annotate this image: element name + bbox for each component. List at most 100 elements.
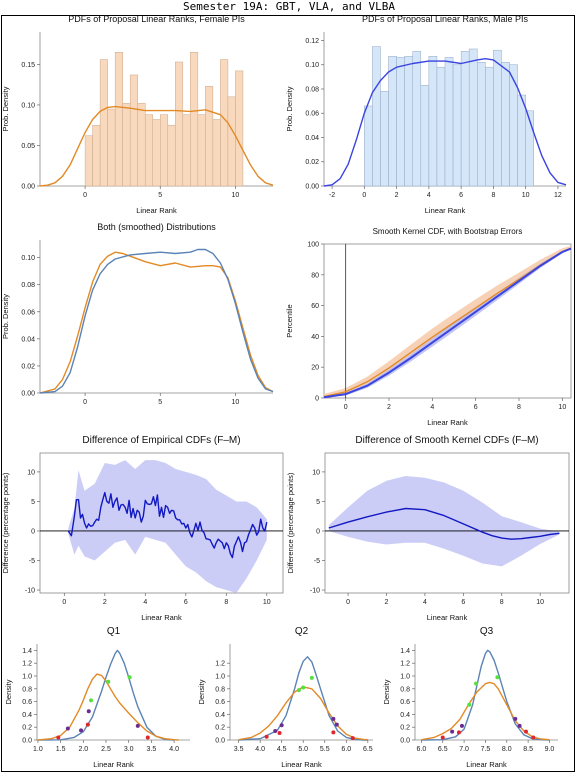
figure-frame [1,15,575,772]
histogram-bar [364,105,373,187]
histogram-bar [152,119,161,187]
series-line-0 [328,507,560,540]
histogram-bar [428,56,438,187]
histogram-bar [525,110,534,187]
x-tick-label: 2 [387,404,391,411]
histogram-bar [460,51,470,187]
marker-point [440,735,445,740]
y-tick-label: 0.2 [22,725,32,732]
x-tick-label: 6 [461,599,465,606]
plot-frame [324,452,570,594]
series-line-1 [39,248,274,394]
y-tick-label: 1.0 [400,674,410,681]
y-tick-label: 1.0 [22,674,32,681]
y-tick-label: 1.2 [22,661,32,668]
histogram-bar [160,114,169,187]
y-tick-label: 0.2 [215,725,225,732]
histogram-bar [167,124,176,187]
y-tick-label: 0.15 [21,62,35,69]
x-tick-label: 4 [423,599,427,606]
chart-female-hist: 0 5 10 0.00 0.05 0.10 0.15 PDFs of Proposal Lin… [1,14,274,215]
x-tick-label: 10 [232,399,240,406]
y-tick-label: -10 [25,588,35,595]
x-tick-label: 5 [158,192,162,199]
x-tick-label: 6.5 [363,746,373,753]
x-axis-label: Linear Rank [93,760,134,769]
marker-point [531,735,536,740]
y-axis-label: Density [197,679,206,704]
series-line-0 [421,649,550,741]
marker-point [127,675,132,680]
histogram-bar [436,66,446,187]
x-tick-label: 4.0 [169,746,179,753]
y-tick-label: 0.2 [400,725,410,732]
histogram-bar [175,61,184,187]
y-tick-label: 0.8 [400,686,410,693]
y-tick-label: 0 [316,528,320,535]
marker-point [279,723,284,728]
histogram-bar [114,52,123,187]
y-tick-label: 0.8 [22,686,32,693]
y-tick-label: 1.4 [400,648,410,655]
marker-point [350,736,355,741]
x-tick-label: 3.0 [124,746,134,753]
x-axis-label: Linear Rank [141,613,182,622]
series-line-0 [323,58,567,187]
y-tick-label: -5 [314,558,320,565]
x-tick-label: 2 [385,599,389,606]
x-axis-label: Linear Rank [425,206,466,215]
series-line-0 [67,491,268,559]
marker-point [56,735,61,740]
marker-point [264,734,269,739]
x-tick-label: 4 [143,599,147,606]
x-tick-label: 5.0 [298,746,308,753]
y-tick-label: 1.0 [215,674,225,681]
histogram-bar [388,56,397,187]
histogram-bar [396,57,405,187]
histogram-bar [137,103,146,187]
x-tick-label: 9.0 [545,746,555,753]
histogram-bar [493,49,502,187]
y-tick-label: 0.04 [21,336,35,343]
x-tick-label: 3.5 [147,746,157,753]
histogram-bar [205,86,214,187]
y-tick-label: 10 [27,469,35,476]
error-band [68,460,267,593]
series-line-1 [421,681,550,741]
y-tick-label: 0.06 [21,309,35,316]
marker-point [331,716,336,721]
chart-title: Difference of Empirical CDFs (F–M) [82,435,240,446]
chart-title: PDFs of Proposal Linear Ranks, Female PI… [68,14,245,24]
page-title: Semester 19A: GBT, VLA, and VLBA [183,0,395,13]
x-tick-label: 2 [395,192,399,199]
histogram-bar [212,119,221,187]
chart-q1: 1.0 1.5 2.0 2.5 3.0 3.5 4.0 0.0 0.2 0.4 0.6 0.8 1.0 1… [4,626,190,769]
y-tick-label: 0.12 [305,38,319,45]
series-line-0 [39,251,274,394]
histogram-bar [501,62,510,187]
x-tick-label: 4 [430,404,434,411]
y-axis-label: Density [4,679,13,704]
y-tick-label: 0.08 [305,86,319,93]
y-tick-label: 0.00 [21,184,35,191]
x-tick-label: 8 [224,599,228,606]
marker-point [301,685,306,690]
y-tick-label: 0.10 [305,62,319,69]
y-tick-label: 0.4 [400,712,410,719]
x-tick-label: 0 [83,399,87,406]
marker-point [467,702,472,707]
marker-point [495,675,500,680]
histogram-bar [412,51,422,187]
y-tick-label: 5 [316,499,320,506]
marker-point [450,729,455,734]
series-line-1 [323,247,572,399]
error-band [328,476,560,567]
y-tick-label: 0.05 [21,143,35,150]
y-tick-label: 0.6 [215,699,225,706]
histogram-bar [468,48,478,187]
marker-point [135,723,140,728]
x-tick-label: 12 [554,192,562,199]
x-tick-label: 5.5 [320,746,330,753]
x-tick-label: 6.5 [438,746,448,753]
x-tick-label: 2.0 [78,746,88,753]
